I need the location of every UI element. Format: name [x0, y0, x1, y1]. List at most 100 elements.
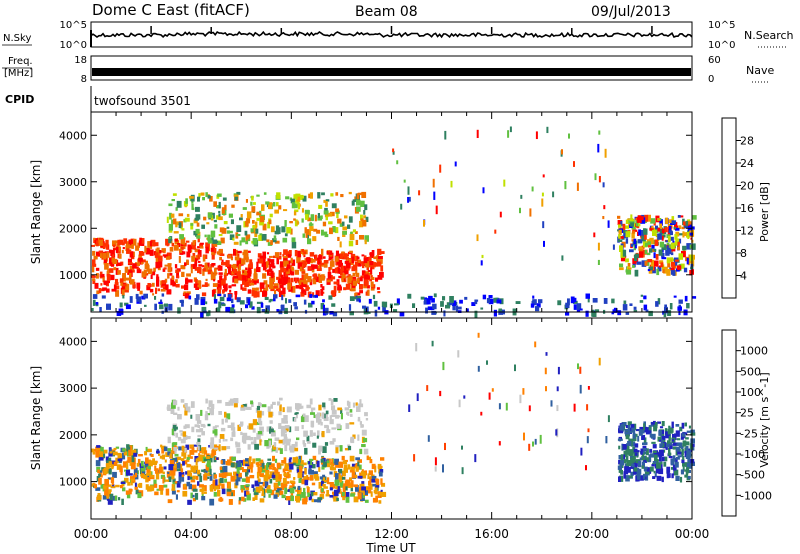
echo-cell — [266, 462, 272, 468]
echo-cell — [224, 411, 227, 418]
echo-cell — [303, 299, 307, 305]
echo-cell — [198, 456, 202, 460]
echo-cell — [368, 470, 373, 476]
echo-cell — [124, 288, 129, 293]
echo-cell — [169, 272, 173, 276]
echo-cell — [168, 289, 172, 294]
echo-cell — [224, 418, 228, 423]
nsky-tick-left-top: 10^5 — [60, 20, 87, 31]
echo-cell — [235, 462, 239, 469]
echo-cell — [252, 238, 258, 245]
echo-cell — [125, 277, 131, 281]
echo-cell — [620, 459, 625, 466]
echo-cell — [657, 233, 662, 240]
echo-cell — [131, 243, 134, 249]
echo-cell — [311, 300, 315, 305]
echo-cell — [174, 457, 178, 462]
echo-cell — [661, 235, 664, 241]
echo-cell — [133, 238, 137, 246]
echo-cell — [574, 297, 577, 302]
echo-cell — [287, 278, 291, 285]
echo-cell — [156, 450, 160, 454]
echo-cell — [278, 255, 282, 260]
echo-cell — [269, 255, 273, 258]
echo-cell — [213, 294, 216, 301]
echo-cell — [364, 279, 369, 287]
echo-cell — [144, 245, 147, 253]
echo-cell — [162, 476, 165, 484]
echo-cell — [284, 430, 287, 433]
echo-cell — [222, 438, 225, 442]
echo-cell — [669, 442, 673, 446]
echo-cell — [197, 237, 200, 243]
echo-cell — [199, 267, 202, 275]
echo-cell — [230, 490, 235, 495]
echo-cell — [341, 476, 346, 480]
echo-cell — [191, 447, 195, 451]
echo-cell — [210, 264, 215, 268]
echo-cell — [306, 435, 310, 442]
echo-cell — [165, 488, 170, 496]
echo-cell — [293, 218, 296, 221]
echo-cell — [317, 419, 320, 425]
echo-cell — [168, 223, 173, 231]
echo-cell — [375, 484, 380, 488]
y-tick-label: 1000 — [59, 269, 87, 282]
echo-cell — [361, 486, 366, 493]
echo-cell — [347, 411, 350, 416]
echo-cell — [585, 465, 587, 471]
echo-cell — [291, 241, 297, 249]
echo-cell — [218, 216, 223, 221]
echo-cell — [311, 422, 314, 428]
echo-cell — [128, 239, 132, 245]
echo-cell — [204, 472, 207, 476]
echo-cell — [136, 267, 140, 271]
echo-cell — [112, 471, 117, 478]
echo-cell — [587, 386, 590, 390]
echo-cell — [197, 260, 201, 263]
echo-cell — [657, 218, 661, 221]
echo-cell — [667, 428, 670, 435]
echo-cell — [602, 216, 605, 220]
echo-cell — [686, 430, 692, 433]
echo-cell — [127, 456, 132, 461]
echo-cell — [194, 248, 199, 253]
echo-cell — [641, 260, 647, 267]
echo-cell — [612, 244, 615, 250]
echo-cell — [132, 284, 136, 288]
echo-cell — [655, 227, 659, 233]
echo-cell — [261, 309, 265, 312]
echo-cell — [304, 447, 308, 455]
echo-cell — [141, 271, 146, 278]
echo-cell — [689, 270, 693, 276]
echo-cell — [432, 178, 435, 188]
echo-cell — [292, 462, 297, 466]
echo-cell — [205, 246, 209, 254]
echo-cell — [108, 457, 112, 463]
echo-cell — [315, 254, 318, 261]
echo-cell — [325, 216, 328, 221]
echo-cell — [440, 301, 444, 307]
colorbar-tick-label: 8 — [740, 247, 747, 260]
echo-cell — [112, 248, 116, 251]
echo-cell — [281, 463, 284, 466]
echo-cell — [217, 293, 222, 297]
echo-cell — [625, 451, 630, 455]
echo-cell — [218, 301, 222, 309]
echo-cell — [296, 196, 301, 202]
echo-cell — [343, 467, 348, 473]
echo-cell — [688, 425, 691, 429]
echo-cell — [213, 426, 217, 429]
echo-cell — [283, 473, 288, 476]
echo-cell — [190, 266, 193, 274]
echo-cell — [221, 261, 226, 266]
echo-cell — [673, 295, 677, 298]
echo-cell — [227, 472, 232, 476]
echo-cell — [253, 291, 257, 298]
power-colorbar-label: Power [dB] — [758, 182, 771, 242]
echo-cell — [291, 285, 296, 293]
echo-cell — [192, 488, 198, 492]
echo-cell — [166, 216, 169, 223]
echo-cell — [666, 247, 672, 255]
echo-cell — [178, 213, 184, 217]
